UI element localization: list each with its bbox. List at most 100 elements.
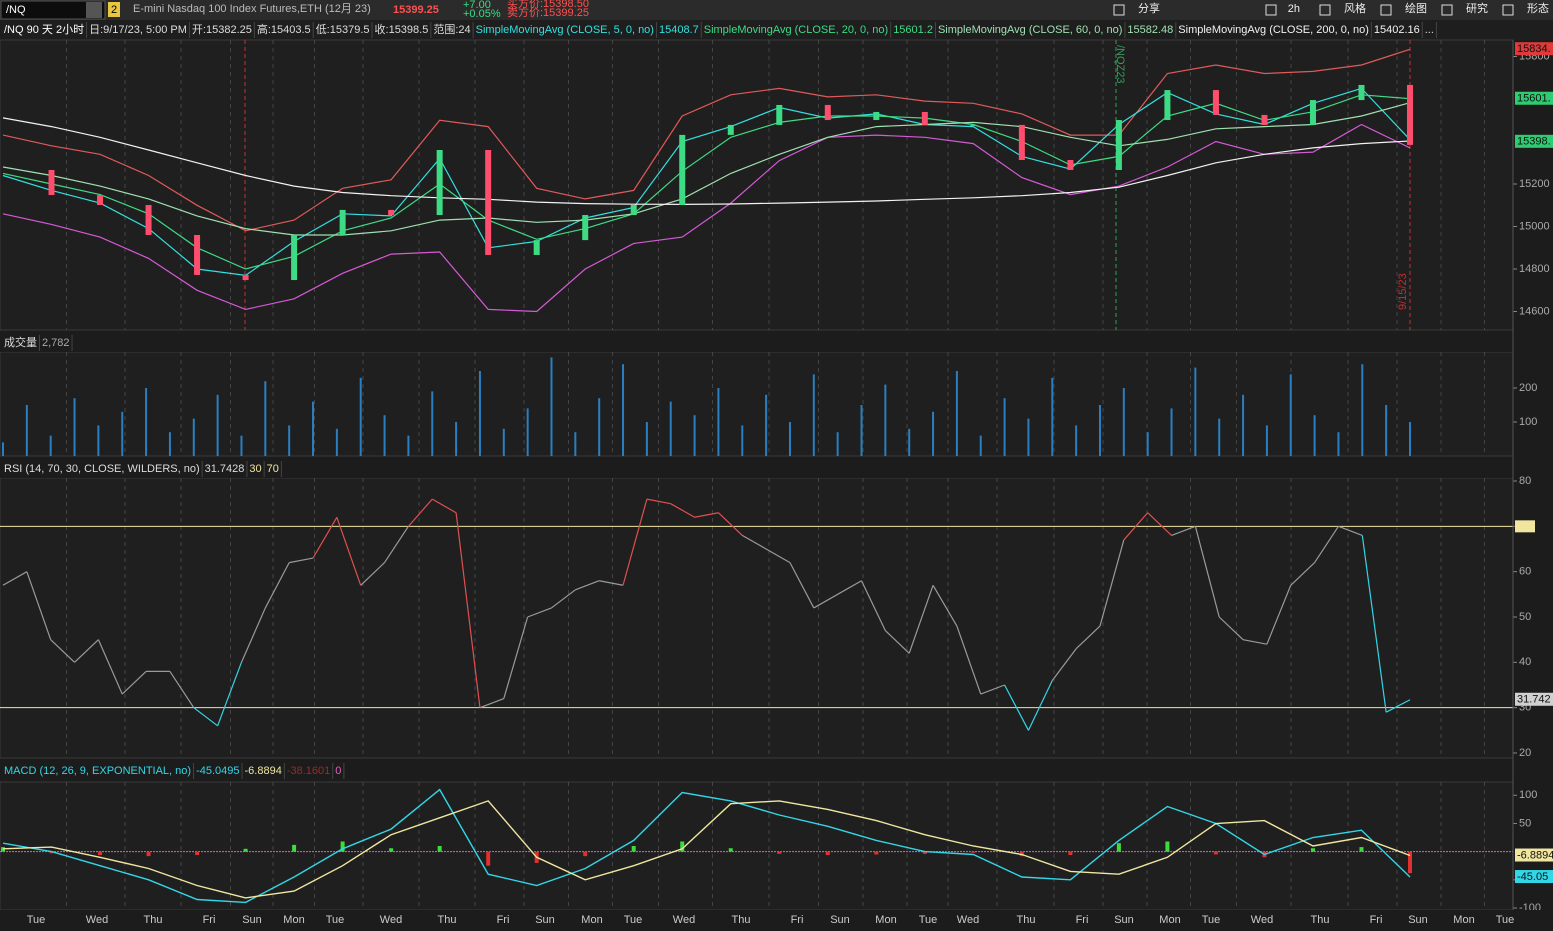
x-tick-label: Tue [326, 914, 345, 926]
last-price: 15399.25 [393, 4, 439, 16]
volume-bar [1242, 394, 1245, 456]
toolbar-icon [1380, 4, 1392, 16]
rsi-segment [431, 498, 457, 514]
volume-bar [1409, 422, 1411, 456]
rsi-segment [360, 562, 385, 586]
x-tick-label: Fri [497, 914, 510, 926]
toolbar-button-label[interactable]: 绘图 [1405, 1, 1427, 15]
histogram-bar [437, 846, 442, 852]
volume-bar [1337, 432, 1340, 456]
rsi-segment [1242, 639, 1268, 645]
candle [727, 124, 734, 135]
volume-bar [693, 415, 696, 456]
volume-bar [574, 432, 577, 456]
volume-bar [550, 357, 553, 456]
study-name: SimpleMovingAvg (CLOSE, 200, 0, no) [1178, 24, 1369, 36]
rsi-segment [121, 670, 147, 695]
volume-bar [812, 374, 815, 456]
volume-bar [788, 422, 791, 456]
volume-bar [1146, 432, 1149, 456]
toolbar-button[interactable] [1248, 1, 1302, 19]
level-badge [1515, 520, 1535, 533]
study-name: SimpleMovingAvg (CLOSE, 60, 0, no) [938, 24, 1122, 36]
x-tick-label: Mon [875, 914, 896, 926]
toolbar-icon [1441, 4, 1453, 16]
rsi-segment [26, 571, 52, 640]
study-value: 15582.48 [1127, 24, 1173, 36]
price-badge [1515, 848, 1553, 862]
volume-bar [216, 394, 219, 456]
moving-average [2, 87, 1411, 277]
header-more: ... [1425, 24, 1434, 36]
change-pct: +0.05% [463, 8, 501, 20]
rsi-segment [1099, 539, 1125, 627]
volume-bar [669, 401, 672, 456]
histogram-bar [874, 851, 879, 855]
panel-header [0, 334, 1513, 352]
toolbar-button-label[interactable]: 2h [1288, 3, 1300, 15]
header-item: 收:15398.5 [375, 22, 429, 36]
candle [921, 111, 928, 125]
toolbar-button-label[interactable]: 研究 [1466, 1, 1488, 15]
panel-header-item: 成交量 [4, 335, 37, 349]
volume-bar [145, 388, 148, 456]
panel-header-item: MACD (12, 26, 9, EXPONENTIAL, no) [4, 765, 191, 777]
x-tick-label: Fri [1370, 914, 1383, 926]
volume-bar [502, 428, 505, 456]
toolbar [0, 0, 1553, 20]
rsi-segment [1314, 526, 1339, 563]
volume-bar [97, 425, 100, 456]
x-tick-label: Tue [624, 914, 643, 926]
panel [0, 351, 1514, 457]
y-tick-label: 15200 [1519, 178, 1550, 190]
rsi-segment [1385, 699, 1411, 713]
candle [388, 209, 395, 216]
candle [242, 274, 249, 281]
volume-bar [168, 432, 171, 456]
rsi-segment [1027, 680, 1053, 731]
volume-bar [1075, 425, 1078, 456]
price-badge [1515, 692, 1553, 706]
panel-header [0, 762, 1513, 780]
rsi-segment [479, 698, 505, 709]
rsi-segment [407, 498, 433, 527]
x-tick-label: Sun [830, 914, 850, 926]
symbol-dropdown[interactable] [86, 2, 102, 18]
toolbar-button-label[interactable]: 风格 [1344, 1, 1366, 15]
candle [533, 240, 540, 255]
time-axis [0, 910, 1553, 931]
panel-header-item: RSI (14, 70, 30, CLOSE, WILDERS, no) [4, 463, 200, 475]
rsi-segment [551, 589, 576, 609]
volume-bar [192, 418, 195, 456]
toolbar-button-label[interactable]: 分享 [1138, 1, 1160, 15]
study-value: 15408.7 [659, 24, 699, 36]
rsi-segment [264, 562, 290, 609]
link-badge-text: 2 [111, 4, 117, 16]
rsi-segment [789, 562, 815, 609]
volume-bar [1051, 377, 1054, 456]
y-tick-label: 100 [1519, 416, 1537, 428]
study-header [0, 20, 1553, 40]
volume-bar [25, 405, 28, 456]
header-item: 日:9/17/23, 5:00 PM [89, 24, 187, 36]
rsi-segment [694, 512, 719, 518]
rsi-segment [50, 639, 75, 663]
x-tick-label: Fri [203, 914, 216, 926]
volume-bar [932, 411, 935, 456]
rsi-segment [1171, 525, 1196, 536]
rsi-segment [1338, 525, 1363, 536]
panel-header-item: 70 [267, 463, 279, 475]
x-tick-label: Wed [673, 914, 695, 926]
histogram-bar [340, 841, 345, 852]
x-tick-label: Tue [1496, 914, 1515, 926]
rsi-segment [908, 585, 934, 654]
candle [339, 209, 346, 235]
rsi-segment [1218, 616, 1244, 641]
rsi-segment [932, 584, 958, 627]
volume-bar [1003, 398, 1006, 456]
toolbar-button-label[interactable]: 形态 [1527, 2, 1549, 15]
rsi-segment [1290, 562, 1316, 586]
candle [1261, 114, 1268, 125]
histogram-bar [971, 851, 976, 853]
volume-bar [1313, 415, 1316, 456]
